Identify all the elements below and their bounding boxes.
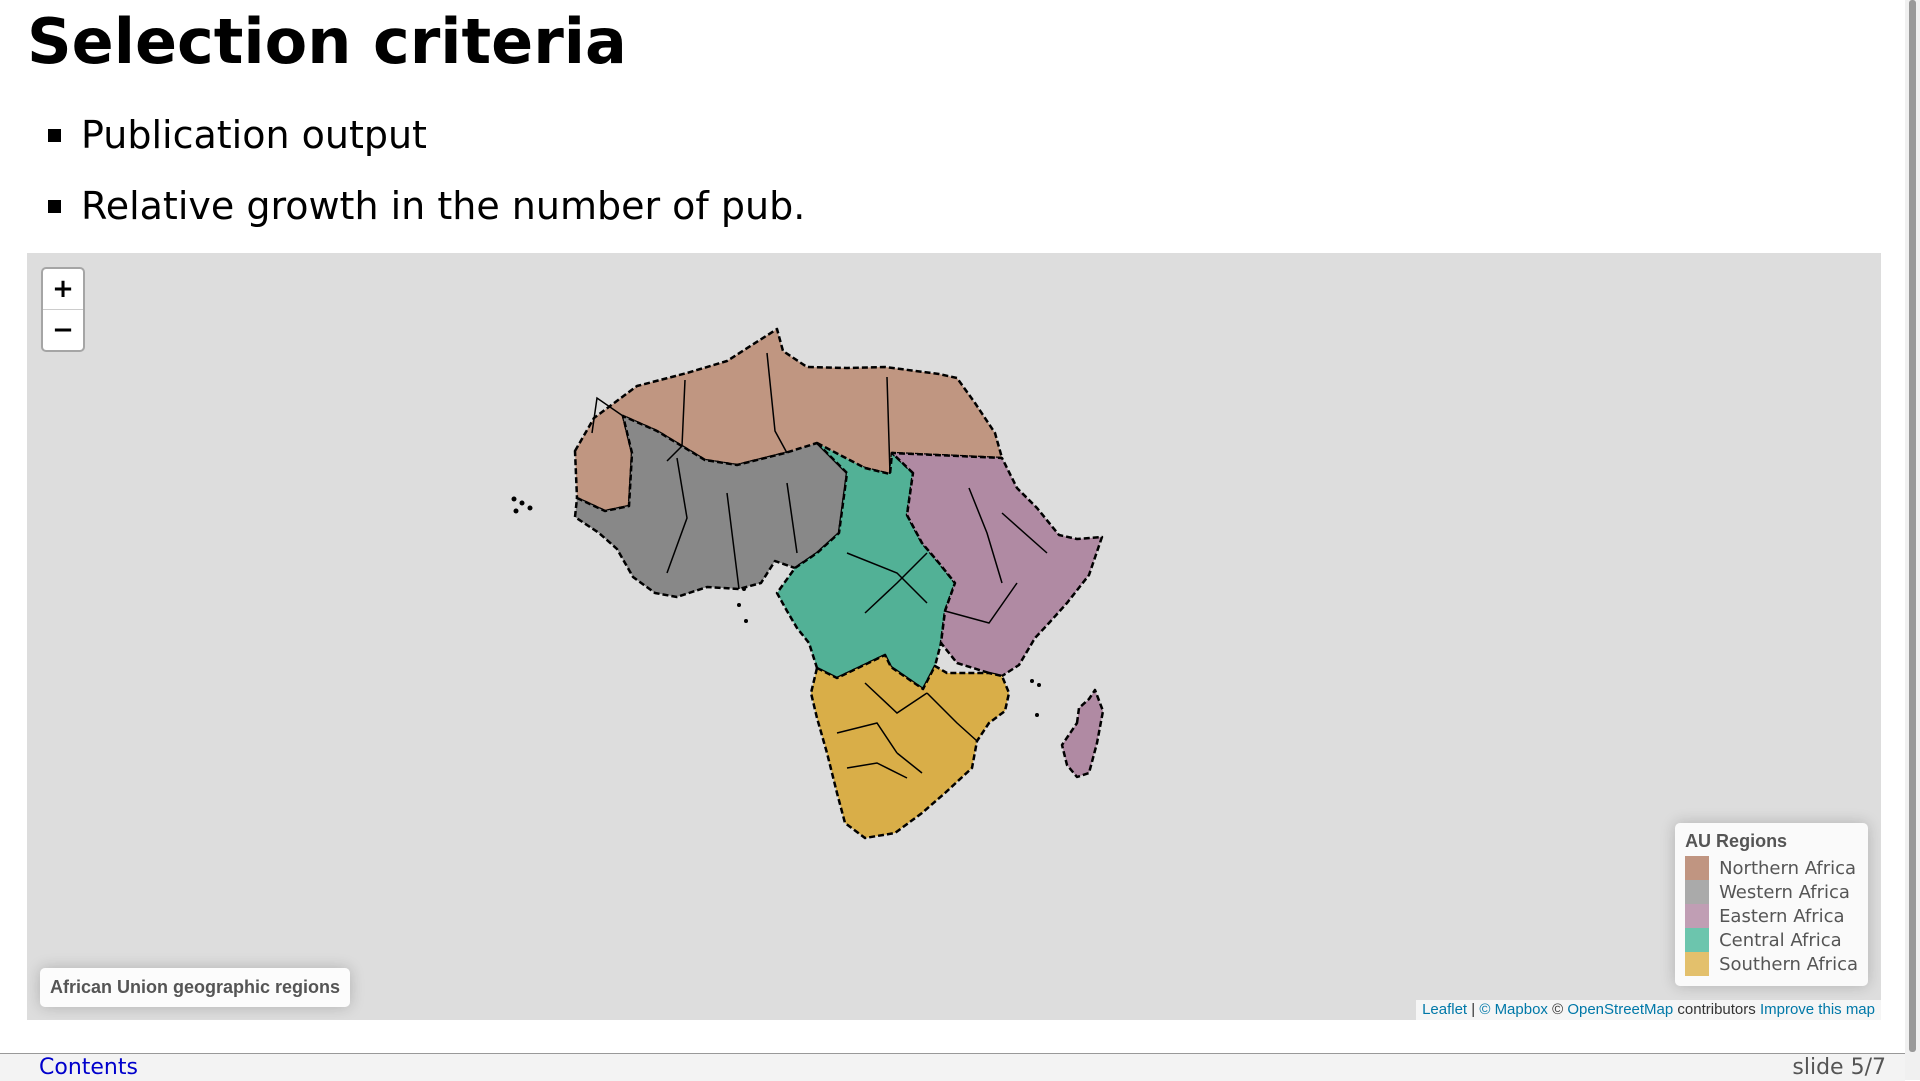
legend-title: AU Regions bbox=[1685, 831, 1788, 851]
legend-swatch bbox=[1685, 880, 1710, 904]
bullet-text: Publication output bbox=[81, 113, 427, 157]
legend-label: Central Africa bbox=[1719, 929, 1842, 951]
legend-label: Eastern Africa bbox=[1719, 905, 1845, 927]
country-borders bbox=[591, 352, 1048, 779]
legend-item: Central Africa bbox=[1685, 928, 1858, 952]
map-attribution: Leaflet | © Mapbox © OpenStreetMap contr… bbox=[1416, 1000, 1881, 1020]
legend-label: Northern Africa bbox=[1719, 857, 1857, 879]
attribution-contributors: contributors bbox=[1673, 1001, 1760, 1018]
attribution-separator: | bbox=[1467, 1001, 1480, 1018]
attribution-copyright: © bbox=[1547, 1001, 1568, 1018]
legend-swatch bbox=[1685, 928, 1710, 952]
island-markers bbox=[511, 496, 1041, 717]
bullet-item: Relative growth in the number of pub. bbox=[48, 176, 805, 236]
scrollbar-thumb[interactable] bbox=[1909, 0, 1916, 1052]
legend-item: Northern Africa bbox=[1685, 856, 1858, 880]
improve-map-link[interactable]: Improve this map bbox=[1759, 1001, 1875, 1018]
africa-map[interactable] bbox=[27, 253, 1881, 1020]
bullet-square-icon bbox=[48, 199, 61, 213]
openstreetmap-link[interactable]: OpenStreetMap bbox=[1567, 1001, 1674, 1018]
bullet-item: Publication output bbox=[48, 105, 805, 165]
legend-item: Western Africa bbox=[1685, 880, 1858, 904]
legend-swatch bbox=[1685, 952, 1710, 976]
legend-swatch bbox=[1685, 856, 1710, 880]
legend-label: Southern Africa bbox=[1719, 953, 1858, 975]
zoom-out-button[interactable]: − bbox=[43, 309, 83, 350]
leaflet-link[interactable]: Leaflet bbox=[1422, 1001, 1468, 1018]
map-legend: AU Regions Northern Africa Western Afric… bbox=[1675, 823, 1868, 986]
zoom-control: + − bbox=[41, 267, 85, 352]
map-info-box: African Union geographic regions bbox=[40, 968, 351, 1007]
slide-title: Selection criteria bbox=[27, 5, 627, 78]
legend-swatch bbox=[1685, 904, 1710, 928]
bullet-list: Publication output Relative growth in th… bbox=[48, 105, 805, 247]
region-madagascar[interactable] bbox=[1060, 688, 1105, 779]
vertical-scrollbar[interactable] bbox=[1905, 0, 1920, 1080]
slide-number: slide 5/7 bbox=[1792, 1055, 1886, 1080]
region-southern-africa[interactable] bbox=[809, 653, 1011, 840]
map-container[interactable]: + − AU Regions Northern Africa Western A… bbox=[27, 253, 1881, 1020]
zoom-in-button[interactable]: + bbox=[52, 274, 74, 304]
contents-link[interactable]: Contents bbox=[39, 1055, 138, 1080]
bullet-square-icon bbox=[48, 128, 61, 142]
legend-item: Eastern Africa bbox=[1685, 904, 1858, 928]
legend-item: Southern Africa bbox=[1685, 952, 1858, 976]
bullet-text: Relative growth in the number of pub. bbox=[81, 184, 806, 228]
legend-label: Western Africa bbox=[1719, 881, 1850, 903]
region-northern-africa[interactable] bbox=[573, 327, 1004, 513]
slide-footer: Contents slide 5/7 bbox=[0, 1053, 1905, 1081]
mapbox-link[interactable]: © Mapbox bbox=[1479, 1001, 1548, 1018]
